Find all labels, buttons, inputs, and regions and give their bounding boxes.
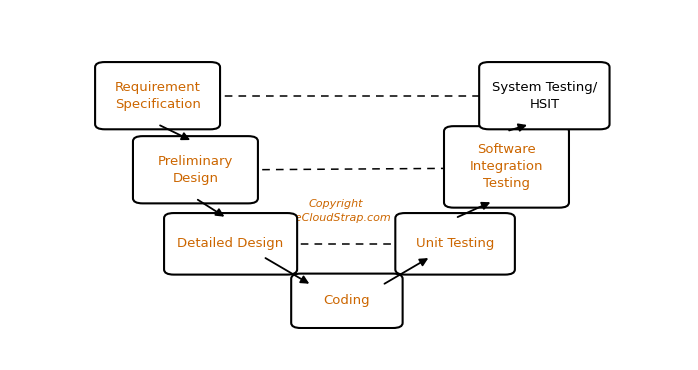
FancyBboxPatch shape bbox=[291, 273, 403, 328]
Text: System Testing/
HSIT: System Testing/ HSIT bbox=[491, 81, 597, 111]
FancyBboxPatch shape bbox=[395, 213, 515, 275]
Text: Preliminary
Design: Preliminary Design bbox=[158, 155, 233, 185]
FancyBboxPatch shape bbox=[164, 213, 297, 275]
Text: Requirement
Specification: Requirement Specification bbox=[114, 81, 200, 111]
FancyBboxPatch shape bbox=[479, 62, 609, 129]
Text: Copyright
TheCloudStrap.com: Copyright TheCloudStrap.com bbox=[281, 199, 391, 223]
FancyBboxPatch shape bbox=[95, 62, 220, 129]
Text: Unit Testing: Unit Testing bbox=[416, 237, 494, 250]
FancyBboxPatch shape bbox=[133, 136, 258, 204]
Text: Detailed Design: Detailed Design bbox=[177, 237, 283, 250]
Text: Software
Integration
Testing: Software Integration Testing bbox=[470, 144, 543, 191]
Text: Coding: Coding bbox=[324, 294, 370, 307]
FancyBboxPatch shape bbox=[444, 126, 569, 208]
